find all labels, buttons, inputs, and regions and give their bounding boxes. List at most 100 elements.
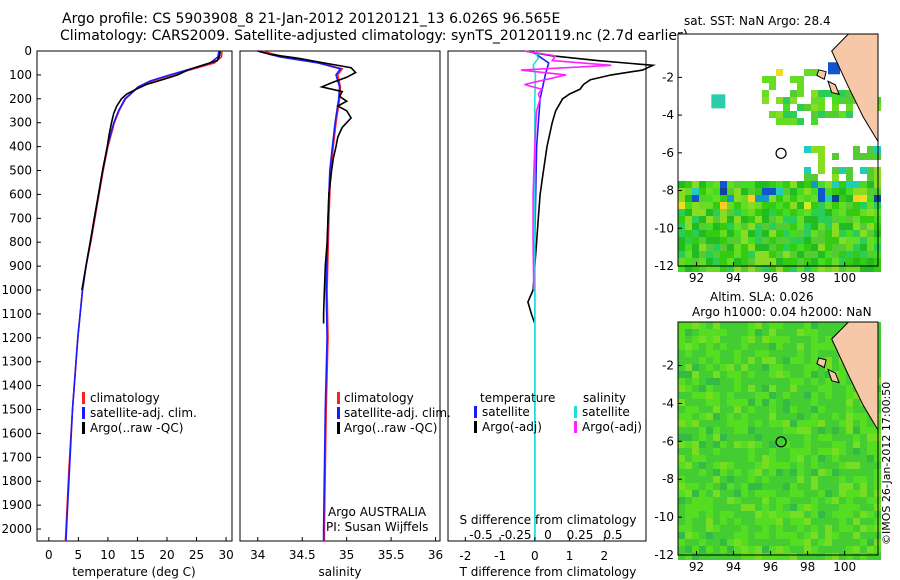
sla-map-cell — [839, 455, 846, 462]
sla-map-cell — [734, 518, 741, 525]
sla-map-cell — [748, 462, 755, 469]
sla-map-cell — [769, 406, 776, 413]
sla-map-xtick-label: 96 — [763, 560, 778, 574]
sla-map-cell — [755, 378, 762, 385]
sst-map-cell — [811, 244, 818, 251]
sla-map-cell — [678, 448, 685, 455]
temperature-xtick-label: 15 — [130, 548, 145, 562]
sla-map-cell — [874, 553, 881, 560]
sla-map-cell — [748, 385, 755, 392]
sla-map-cell — [769, 518, 776, 525]
sla-map-cell — [713, 532, 720, 539]
sst-map-cell — [699, 181, 706, 188]
sla-map-cell — [734, 546, 741, 553]
sst-map-cell — [818, 167, 825, 174]
sla-map-cell — [797, 525, 804, 532]
sla-map-ytick-label: -2 — [662, 359, 674, 373]
sst-map-cell — [699, 223, 706, 230]
sla-map-cell — [825, 427, 832, 434]
difference-legend-temperature-satellite: satellite — [482, 405, 530, 419]
sla-map-cell — [825, 532, 832, 539]
sla-map-cell — [699, 553, 706, 560]
sst-map-cell — [797, 265, 804, 272]
sla-map-cell — [678, 350, 685, 357]
sla-map-cell — [741, 434, 748, 441]
sst-argo-position-marker — [775, 147, 787, 159]
sla-map-cell — [867, 532, 874, 539]
sla-map-cell — [755, 462, 762, 469]
sst-map-cell — [762, 230, 769, 237]
sla-map-cell — [769, 399, 776, 406]
sla-map-cell — [783, 518, 790, 525]
sla-map-cell — [678, 483, 685, 490]
sla-map-cell — [839, 483, 846, 490]
sla-map-cell — [790, 378, 797, 385]
sla-map-cell — [797, 497, 804, 504]
sla-map-cell — [804, 343, 811, 350]
sla-map-cell — [853, 469, 860, 476]
sla-map-cell — [755, 511, 762, 518]
sla-map-cell — [783, 511, 790, 518]
sla-map-cell — [678, 399, 685, 406]
sst-map-cell — [783, 244, 790, 251]
sla-map-cell — [839, 378, 846, 385]
sla-map-cell — [748, 497, 755, 504]
sla-map-cell — [727, 371, 734, 378]
sla-map-cell — [776, 385, 783, 392]
sla-map-cell — [692, 343, 699, 350]
sla-map-cell — [734, 413, 741, 420]
sst-map-cell — [755, 230, 762, 237]
sst-map-cell — [790, 90, 797, 97]
sla-map-cell — [860, 441, 867, 448]
sla-map-cell — [818, 343, 825, 350]
sla-map-cell — [685, 385, 692, 392]
sla-map-cell — [818, 350, 825, 357]
sla-map-cell — [818, 455, 825, 462]
sst-map-cell — [797, 188, 804, 195]
sla-map-cell — [825, 483, 832, 490]
sla-map-cell — [818, 490, 825, 497]
sla-map-cell — [692, 434, 699, 441]
sla-map-cell — [741, 490, 748, 497]
sla-map-cell — [839, 553, 846, 560]
sst-map-cell — [811, 188, 818, 195]
sla-map-cell — [825, 413, 832, 420]
sla-map-cell — [706, 399, 713, 406]
sla-map-cell — [832, 448, 839, 455]
imos-timestamp: ©IMOS 26-Jan-2012 17:00:50 — [880, 381, 893, 545]
sla-map-cell — [776, 497, 783, 504]
sla-map-cell — [811, 413, 818, 420]
sla-map-cell — [727, 343, 734, 350]
sla-map-cell — [818, 441, 825, 448]
sla-map-cell — [678, 434, 685, 441]
sla-map-cell — [867, 539, 874, 546]
sst-map-cell — [699, 244, 706, 251]
sla-map-cell — [685, 406, 692, 413]
sla-map-cell — [776, 392, 783, 399]
sst-map-cell — [711, 94, 726, 109]
sst-map-cell — [804, 146, 811, 153]
sst-map-cell — [797, 251, 804, 258]
sla-map-cell — [811, 525, 818, 532]
sst-map-cell — [783, 265, 790, 272]
sst-map-cell — [783, 195, 790, 202]
sst-map-cell — [762, 244, 769, 251]
argo-pi-annotation: PI: Susan Wijffels — [326, 520, 428, 534]
sst-map-cell — [762, 258, 769, 265]
sla-map-cell — [804, 371, 811, 378]
sla-map-cell — [853, 392, 860, 399]
sla-map-cell — [818, 364, 825, 371]
sst-map-cell — [839, 244, 846, 251]
sla-map-cell — [685, 392, 692, 399]
sst-map-cell — [734, 258, 741, 265]
sst-map-cell — [832, 202, 839, 209]
sla-map-cell — [678, 455, 685, 462]
sla-map-cell — [853, 546, 860, 553]
sla-map-cell — [741, 420, 748, 427]
sst-map-cell — [825, 188, 832, 195]
sla-map-cell — [762, 392, 769, 399]
sla-map-cell — [762, 420, 769, 427]
sla-map-cell — [811, 357, 818, 364]
sla-map-cell — [734, 434, 741, 441]
sst-map-cell — [776, 111, 783, 118]
